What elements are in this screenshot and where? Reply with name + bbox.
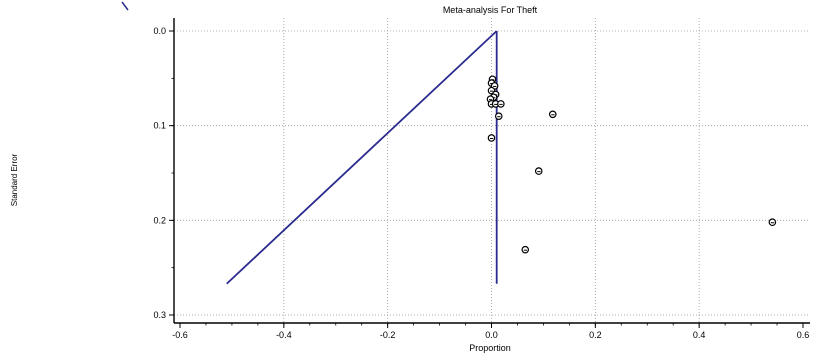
axes [169,18,810,328]
x-tick-label: -0.2 [380,330,396,340]
x-tick-label: 0.2 [589,330,602,340]
plot-area [174,18,810,323]
data-point [521,245,530,254]
x-tick-label: -0.4 [276,330,292,340]
chart-title: Meta-analysis For Theft [443,5,538,15]
x-tick-label: 0.6 [797,330,810,340]
tick-labels: -0.6 -0.4 -0.2 0.0 0.2 0.4 0.6 0.0 0.1 0.2 0.3 [153,26,809,340]
x-tick-label: 0.0 [485,330,498,340]
corner-mark [121,1,129,11]
y-tick-label: 0.2 [153,215,166,225]
data-point [494,112,503,121]
x-tick-label: 0.4 [693,330,706,340]
data-point [534,167,543,175]
data-point [548,110,557,119]
x-tick-label: -0.6 [172,330,188,340]
data-points [486,75,777,254]
data-point [487,134,496,142]
y-tick-label: 0.0 [153,26,166,36]
funnel-line [226,30,498,285]
data-point [497,100,505,108]
data-point [768,218,777,227]
y-tick-label: 0.1 [153,121,166,131]
y-axis-title: Standard Error [10,153,19,206]
y-tick-label: 0.3 [153,310,166,320]
grid-lines [174,18,810,323]
x-axis-title: Proportion [469,343,511,353]
funnel-lines [226,30,498,285]
